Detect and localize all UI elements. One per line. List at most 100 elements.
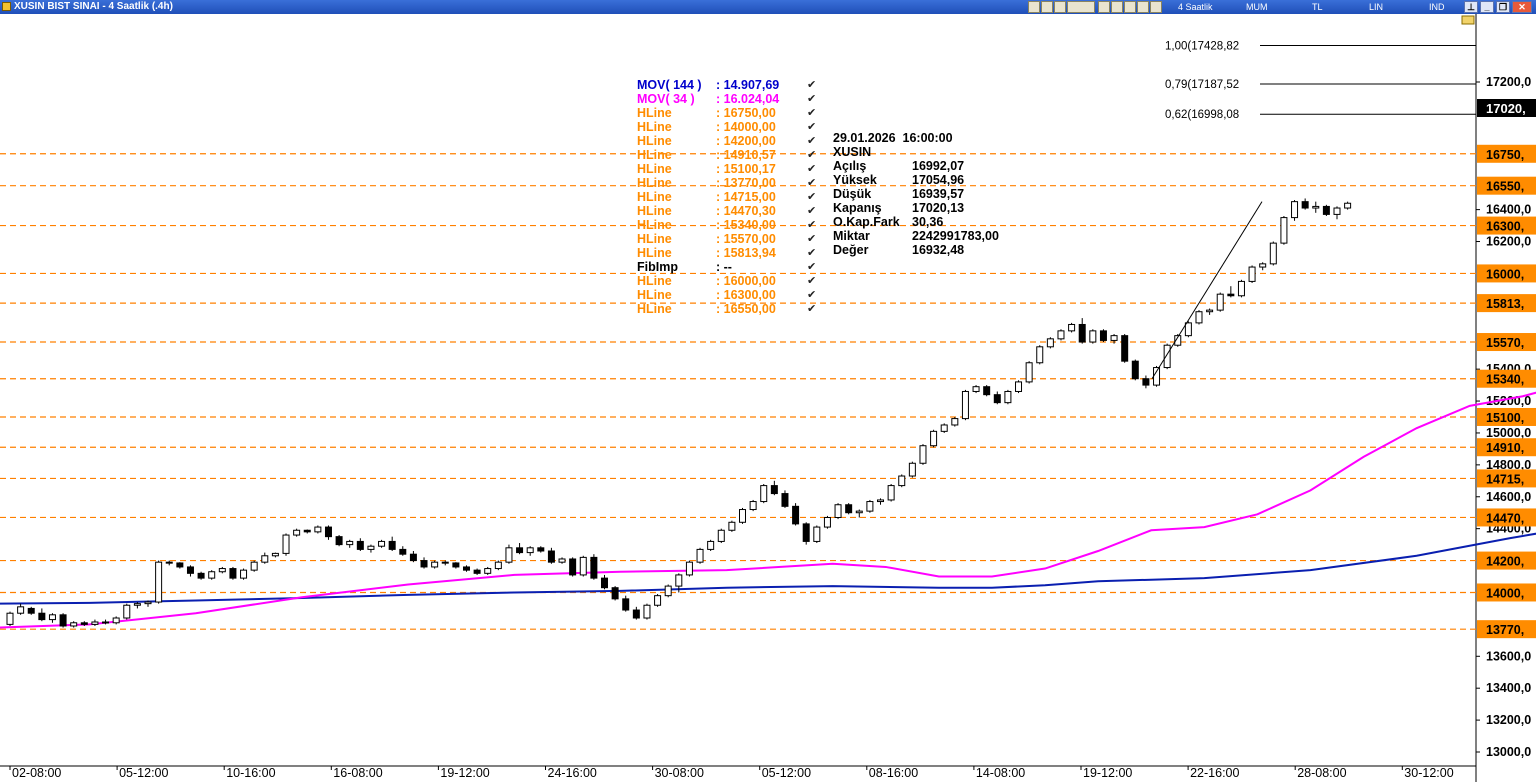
candle-body bbox=[1174, 335, 1182, 346]
legend-visible-check-icon[interactable]: ✔ bbox=[807, 135, 817, 147]
candle-body bbox=[462, 566, 470, 571]
legend-name: HLine bbox=[637, 134, 672, 148]
chart-tool-icon[interactable] bbox=[1150, 1, 1162, 13]
candle-body bbox=[696, 548, 704, 563]
legend-visible-check-icon[interactable]: ✔ bbox=[807, 275, 817, 287]
close-icon[interactable]: ✕ bbox=[1512, 1, 1532, 13]
info-value: 16939,57 bbox=[912, 187, 965, 201]
y-tick-label: 15000,0 bbox=[1486, 426, 1531, 440]
info-value: 16992,07 bbox=[912, 159, 965, 173]
x-tick-label: 14-08:00 bbox=[976, 766, 1025, 780]
info-label: Yüksek bbox=[833, 173, 877, 187]
legend-visible-check-icon[interactable]: ✔ bbox=[807, 289, 817, 301]
hline-price-label: 16750, bbox=[1486, 148, 1524, 162]
legend-visible-check-icon[interactable]: ✔ bbox=[807, 79, 817, 91]
legend-value: : 15570,00 bbox=[716, 232, 776, 246]
legend-value: : 15340,00 bbox=[716, 218, 776, 232]
candle-body bbox=[919, 445, 927, 464]
legend-value: : -- bbox=[716, 260, 732, 274]
chart-tool-icon[interactable] bbox=[1137, 1, 1149, 13]
candle-body bbox=[834, 504, 842, 519]
legend-value: : 14715,00 bbox=[716, 190, 776, 204]
candle-body bbox=[1163, 344, 1171, 369]
chart-tool-icon[interactable] bbox=[1028, 1, 1040, 13]
x-tick-label: 10-16:00 bbox=[226, 766, 275, 780]
chart-tool-icon[interactable] bbox=[1098, 1, 1110, 13]
minimize-icon[interactable]: _ bbox=[1480, 1, 1494, 13]
candle-body bbox=[494, 561, 502, 570]
chart-tool-icon[interactable] bbox=[1041, 1, 1053, 13]
legend-visible-check-icon[interactable]: ✔ bbox=[807, 121, 817, 133]
candle-body bbox=[590, 556, 598, 579]
info-symbol: XUSIN bbox=[833, 145, 872, 159]
legend-name: HLine bbox=[637, 218, 672, 232]
legend-name: HLine bbox=[637, 232, 672, 246]
last-price-label: 17020, bbox=[1486, 101, 1526, 116]
candle-body bbox=[813, 526, 821, 542]
candle-body bbox=[133, 603, 141, 606]
candle-body bbox=[346, 540, 354, 546]
currency-selector[interactable]: TL bbox=[1312, 2, 1323, 12]
legend-value: : 13770,00 bbox=[716, 176, 776, 190]
candle-body bbox=[1322, 205, 1330, 215]
hline-price-label: 14200, bbox=[1486, 555, 1524, 569]
candle-body bbox=[632, 609, 640, 619]
legend-visible-check-icon[interactable]: ✔ bbox=[807, 247, 817, 259]
candle-body bbox=[1015, 381, 1023, 392]
candle-body bbox=[600, 577, 608, 589]
chart-tool-icon[interactable] bbox=[1111, 1, 1123, 13]
chart-type-selector[interactable]: MUM bbox=[1246, 2, 1268, 12]
candle-body bbox=[1110, 335, 1118, 341]
hline-price-tag bbox=[1477, 333, 1536, 352]
restore-icon[interactable]: ❐ bbox=[1496, 1, 1510, 13]
candle-body bbox=[1206, 309, 1214, 313]
candle-body bbox=[176, 562, 184, 568]
info-value: 2242991783,00 bbox=[912, 229, 999, 243]
candle-body bbox=[961, 390, 969, 420]
candle-body bbox=[823, 517, 831, 528]
legend-visible-check-icon[interactable]: ✔ bbox=[807, 191, 817, 203]
legend-visible-check-icon[interactable]: ✔ bbox=[807, 177, 817, 189]
scale-selector[interactable]: LIN bbox=[1369, 2, 1384, 12]
candle-body bbox=[1025, 362, 1033, 383]
legend-visible-check-icon[interactable]: ✔ bbox=[807, 219, 817, 231]
info-value: 17054,96 bbox=[912, 173, 965, 187]
candle-body bbox=[218, 568, 226, 573]
ma144-line bbox=[0, 532, 1536, 605]
chart-tool-icon[interactable] bbox=[1124, 1, 1136, 13]
legend-visible-check-icon[interactable]: ✔ bbox=[807, 261, 817, 273]
legend-value: : 16.024,04 bbox=[716, 92, 780, 106]
candle-body bbox=[877, 499, 885, 503]
candle-body bbox=[27, 607, 35, 614]
legend-visible-check-icon[interactable]: ✔ bbox=[807, 93, 817, 105]
chart-tool-icon[interactable] bbox=[1067, 1, 1095, 13]
legend-visible-check-icon[interactable]: ✔ bbox=[807, 303, 817, 315]
legend-visible-check-icon[interactable]: ✔ bbox=[807, 107, 817, 119]
hline-price-tag bbox=[1477, 294, 1536, 313]
hline-price-label: 14910, bbox=[1486, 441, 1524, 455]
legend-name: HLine bbox=[637, 204, 672, 218]
candle-body bbox=[356, 540, 364, 550]
candle-body bbox=[866, 501, 874, 512]
fib-trendline bbox=[1151, 201, 1263, 379]
candle-body bbox=[569, 558, 577, 576]
candle-body bbox=[781, 493, 789, 507]
legend-visible-check-icon[interactable]: ✔ bbox=[807, 205, 817, 217]
candle-body bbox=[1227, 293, 1235, 297]
info-label: Kapanış bbox=[833, 201, 882, 215]
period-selector[interactable]: 4 Saatlik bbox=[1178, 2, 1213, 12]
pin-icon[interactable]: ⊥ bbox=[1464, 1, 1478, 13]
candle-body bbox=[707, 540, 715, 550]
indicator-selector[interactable]: IND bbox=[1429, 2, 1445, 12]
candle-body bbox=[675, 574, 683, 587]
candle-body bbox=[484, 568, 492, 574]
candle-body bbox=[165, 561, 173, 564]
price-chart[interactable]: 17200,016400,016200,015400,015200,015000… bbox=[0, 14, 1536, 782]
legend-visible-check-icon[interactable]: ✔ bbox=[807, 233, 817, 245]
legend-visible-check-icon[interactable]: ✔ bbox=[807, 149, 817, 161]
candle-body bbox=[293, 529, 301, 536]
candle-body bbox=[17, 606, 25, 614]
chart-tool-icon[interactable] bbox=[1054, 1, 1066, 13]
candle-body bbox=[802, 523, 810, 542]
legend-visible-check-icon[interactable]: ✔ bbox=[807, 163, 817, 175]
